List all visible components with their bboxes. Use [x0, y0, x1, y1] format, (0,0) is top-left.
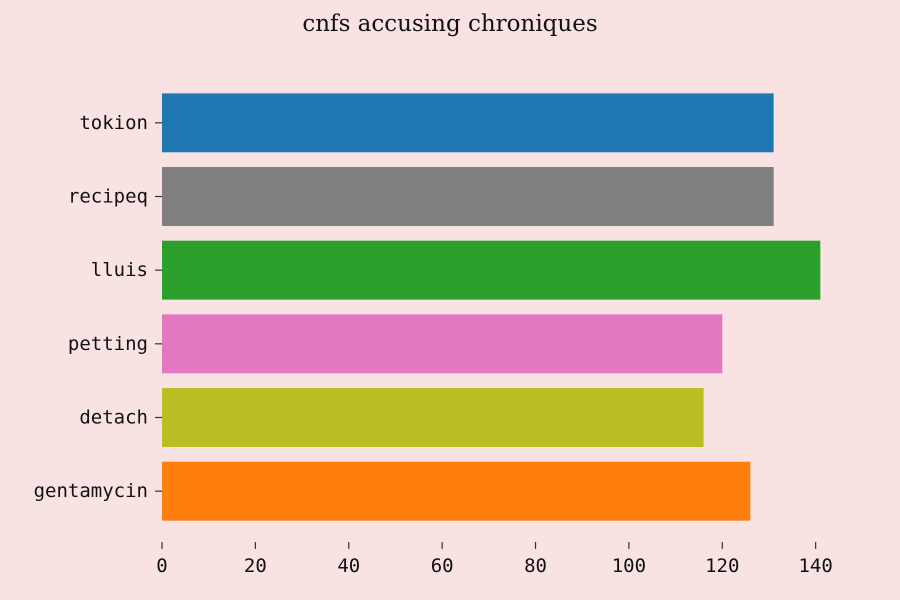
y-tick-label-tokion: tokion	[79, 112, 148, 134]
x-tick-label-140: 140	[798, 555, 832, 577]
x-tick-label-0: 0	[156, 555, 167, 577]
y-tick-label-recipeq: recipeq	[68, 186, 148, 208]
bar-petting	[162, 314, 723, 374]
bar-gentamycin	[162, 461, 751, 521]
chart-title: cnfs accusing chroniques	[302, 11, 597, 37]
y-tick-label-detach: detach	[79, 407, 148, 429]
bar-recipeq	[162, 167, 774, 226]
x-tick-label-80: 80	[524, 555, 547, 577]
bar-tokion	[162, 93, 774, 153]
bar-lluis	[162, 240, 821, 300]
bar-detach	[162, 388, 704, 447]
y-tick-label-gentamycin: gentamycin	[34, 480, 148, 502]
x-tick-label-100: 100	[612, 555, 646, 577]
y-tick-label-petting: petting	[68, 333, 148, 355]
x-tick-label-20: 20	[244, 555, 267, 577]
x-tick-label-120: 120	[705, 555, 739, 577]
plot-area: tokion recipeq lluis petting detach gentamyci…	[34, 93, 833, 577]
y-tick-label-lluis: lluis	[91, 259, 148, 281]
x-tick-label-40: 40	[337, 555, 360, 577]
x-tick-label-60: 60	[431, 555, 454, 577]
